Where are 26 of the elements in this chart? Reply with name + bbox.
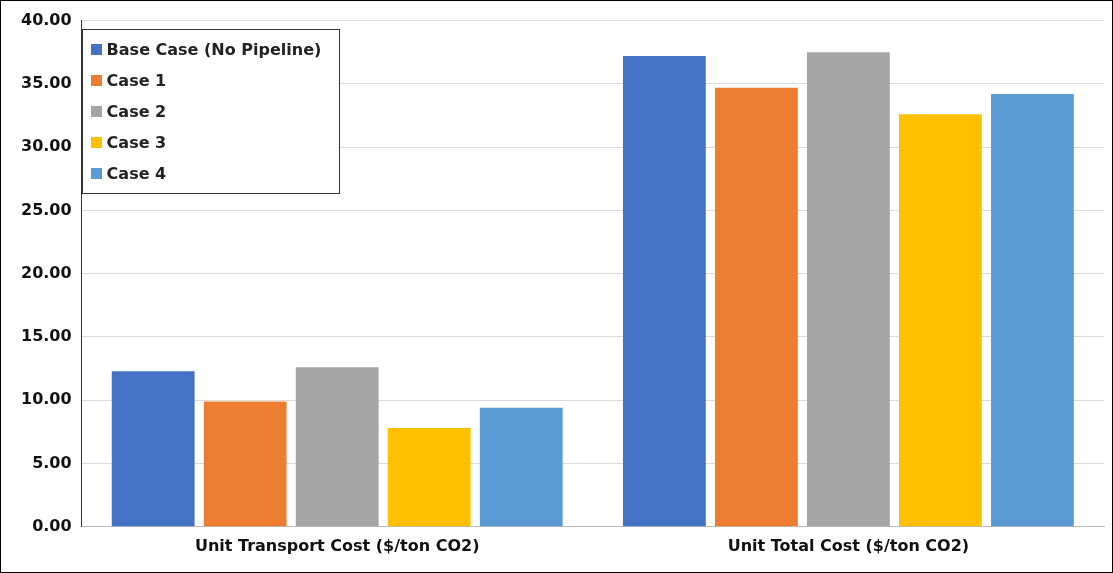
y-tick-label: 5.00: [32, 452, 72, 472]
y-tick-label: 20.00: [21, 262, 72, 282]
x-tick-label: Unit Total Cost ($/ton CO2): [727, 535, 970, 555]
y-tick-label: 0.00: [32, 515, 72, 535]
y-tick-label: 15.00: [21, 326, 72, 346]
y-tick-label: 35.00: [21, 73, 72, 93]
y-tick-label: 30.00: [21, 136, 72, 156]
bar: [387, 428, 471, 527]
x-tick-label: Unit Transport Cost ($/ton CO2): [194, 535, 480, 555]
legend-label: Case 3: [106, 132, 167, 152]
legend-label: Base Case (No Pipeline): [106, 39, 322, 59]
legend-label: Case 2: [106, 101, 167, 121]
bar: [991, 94, 1074, 527]
y-tick-label: 25.00: [21, 199, 72, 219]
bar: [203, 401, 287, 527]
y-tick-label: 10.00: [21, 389, 72, 409]
legend-label: Case 4: [106, 163, 167, 183]
bar: [479, 407, 563, 527]
legend-label: Case 1: [106, 70, 167, 90]
bar: [807, 52, 890, 527]
bar: [622, 56, 706, 527]
bar: [714, 87, 798, 527]
bar: [295, 367, 379, 527]
bar: [899, 114, 982, 527]
y-tick-label: 40.00: [21, 9, 72, 29]
bar: [111, 371, 195, 527]
